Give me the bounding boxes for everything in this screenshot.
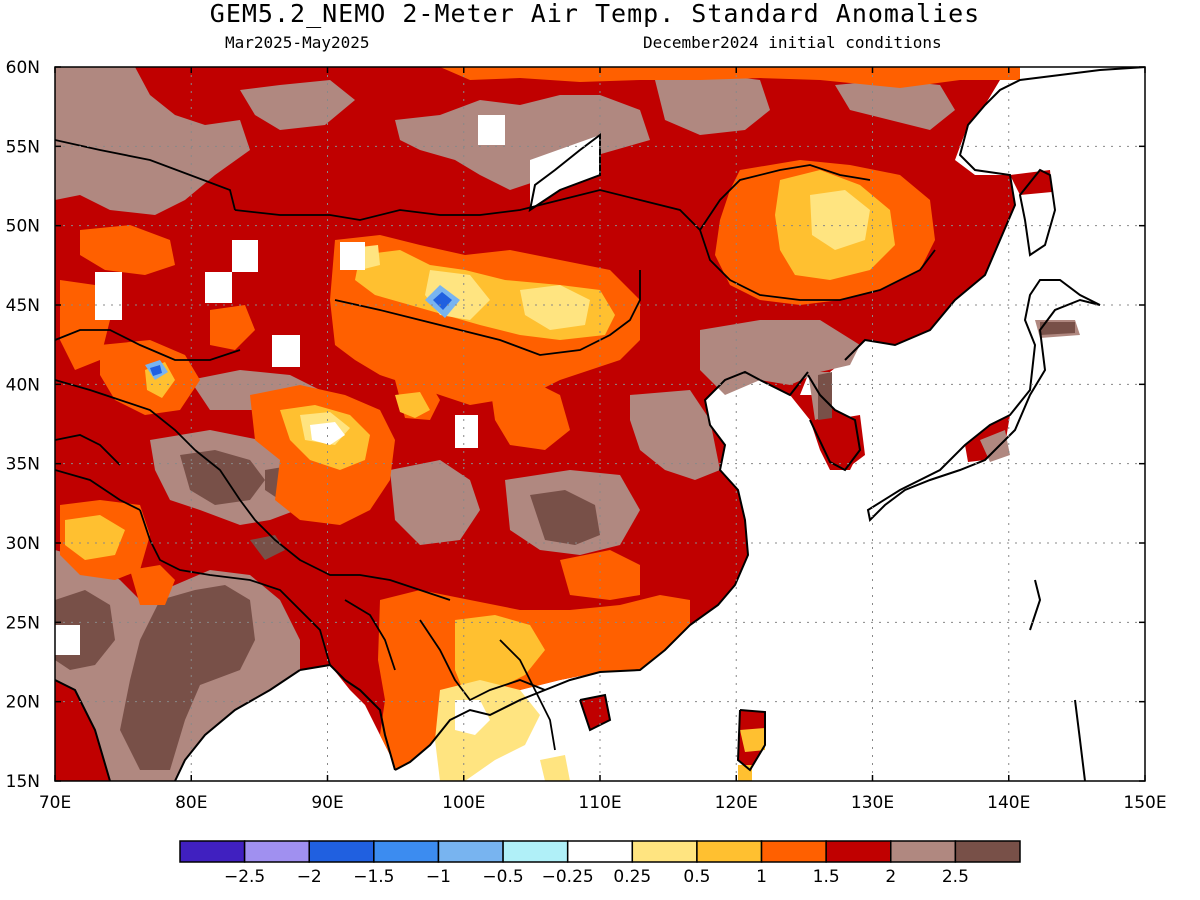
colorbar-swatch	[696, 840, 763, 863]
forecast-period: Mar2025-May2025	[225, 33, 370, 52]
anomaly-field	[55, 67, 1145, 781]
latitude-labels: 60N 55N 50N 45N 40N 35N 30N 25N 20N 15N	[6, 58, 40, 792]
colorbar-label: −0.5	[482, 867, 523, 887]
lat-label: 20N	[6, 693, 40, 713]
lon-label: 70E	[39, 793, 71, 813]
colorbar-swatch	[373, 840, 440, 863]
lat-label: 30N	[6, 534, 40, 554]
lat-label: 55N	[6, 137, 40, 157]
colorbar-label: −2.5	[224, 867, 265, 887]
lat-label: 60N	[6, 58, 40, 78]
anomaly-negative-spots	[145, 285, 460, 380]
colorbar-label: 2.5	[942, 867, 969, 887]
colorbar-label: −0.25	[542, 867, 594, 887]
lat-label: 35N	[6, 455, 40, 475]
colorbar-label: −2	[297, 867, 322, 887]
lat-label: 40N	[6, 375, 40, 395]
colorbar	[179, 840, 1021, 863]
colorbar-swatch	[760, 840, 827, 863]
colorbar-swatch	[890, 840, 957, 863]
colorbar-swatch	[954, 840, 1021, 863]
colorbar-swatch	[631, 840, 698, 863]
colorbar-swatch	[243, 840, 310, 863]
lon-label: 100E	[442, 793, 485, 813]
anomaly-near-zero	[55, 115, 600, 735]
country-borders	[55, 139, 936, 751]
colorbar-label: −1	[426, 867, 451, 887]
lon-label: 120E	[715, 793, 758, 813]
axis-ticks	[54, 66, 1146, 782]
coastlines	[55, 67, 1145, 781]
colorbar-swatch	[566, 840, 634, 863]
map-gridlines	[55, 67, 1145, 781]
longitude-labels: 70E 80E 90E 100E 110E 120E 130E 140E 150E	[39, 793, 1167, 813]
colorbar-swatch	[825, 840, 892, 863]
initial-conditions: December2024 initial conditions	[643, 33, 942, 52]
lon-label: 140E	[987, 793, 1030, 813]
colorbar-labels: −2.5 −2 −1.5 −1 −0.5 −0.25 0.25 0.5 1 1.5 2 2.5	[224, 867, 969, 887]
lat-label: 45N	[6, 296, 40, 316]
colorbar-swatch	[502, 840, 569, 863]
lon-label: 90E	[311, 793, 343, 813]
colorbar-label: 0.25	[613, 867, 651, 887]
colorbar-swatch	[179, 840, 246, 863]
colorbar-label: −1.5	[353, 867, 394, 887]
lat-label: 25N	[6, 613, 40, 633]
lon-label: 150E	[1123, 793, 1166, 813]
lon-label: 130E	[851, 793, 894, 813]
colorbar-label: 2	[885, 867, 896, 887]
map-title: GEM5.2_NEMO 2-Meter Air Temp. Standard A…	[209, 0, 981, 28]
colorbar-swatch	[437, 840, 504, 863]
lon-label: 80E	[175, 793, 207, 813]
anomaly-above-2.5	[55, 322, 1075, 770]
lat-label: 15N	[6, 772, 40, 792]
lat-label: 50N	[6, 217, 40, 237]
colorbar-label: 0.5	[683, 867, 710, 887]
lon-label: 110E	[578, 793, 621, 813]
colorbar-label: 1	[756, 867, 767, 887]
colorbar-swatch	[308, 840, 375, 863]
colorbar-label: 1.5	[813, 867, 840, 887]
